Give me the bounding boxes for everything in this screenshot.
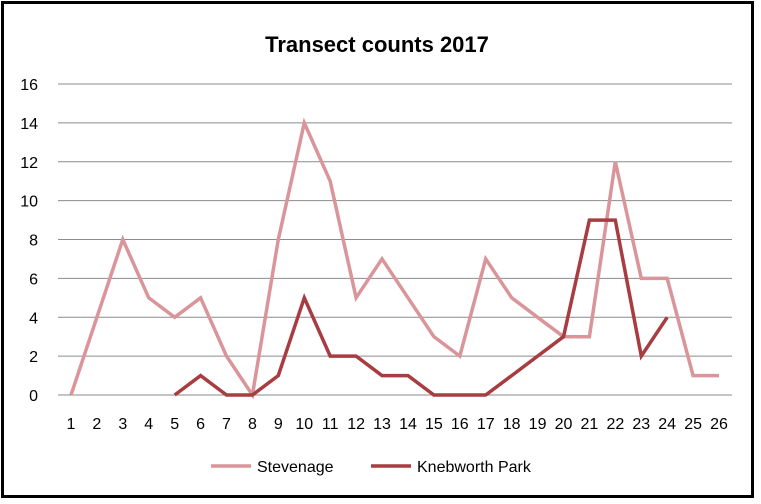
series-line-stevenage xyxy=(69,117,719,400)
x-tick-label: 3 xyxy=(118,416,127,433)
x-tick-label: 21 xyxy=(581,416,599,433)
x-tick-label: 20 xyxy=(555,416,573,433)
x-tick-label: 16 xyxy=(451,416,469,433)
x-tick-label: 14 xyxy=(399,416,417,433)
x-tick-label: 9 xyxy=(274,416,283,433)
x-tick-label: 26 xyxy=(710,416,728,433)
x-tick-label: 22 xyxy=(606,416,624,433)
y-tick-label: 6 xyxy=(29,271,38,288)
y-tick-label: 12 xyxy=(20,155,38,172)
series-lines xyxy=(69,117,720,400)
y-axis-tick-labels: 0 2 4 6 8 10 12 14 16 xyxy=(20,77,38,405)
x-tick-label: 24 xyxy=(658,416,676,433)
y-tick-label: 0 xyxy=(29,388,38,405)
legend-label: Knebworth Park xyxy=(417,459,532,476)
series-line-knebworth-park xyxy=(173,218,669,397)
x-tick-label: 6 xyxy=(196,416,205,433)
y-tick-label: 16 xyxy=(20,77,38,94)
y-tick-label: 10 xyxy=(20,194,38,211)
y-tick-label: 2 xyxy=(29,349,38,366)
x-tick-label: 25 xyxy=(684,416,702,433)
x-tick-label: 5 xyxy=(170,416,179,433)
y-tick-label: 14 xyxy=(20,116,38,133)
legend-label: Stevenage xyxy=(257,459,334,476)
x-tick-label: 10 xyxy=(295,416,313,433)
x-tick-label: 23 xyxy=(632,416,650,433)
x-tick-label: 17 xyxy=(477,416,495,433)
x-tick-label: 1 xyxy=(67,416,76,433)
x-tick-label: 7 xyxy=(222,416,231,433)
y-tick-label: 4 xyxy=(29,310,38,327)
x-tick-label: 2 xyxy=(92,416,101,433)
x-axis-tick-labels: 1 2 3 4 5 6 7 8 9 10 11 12 13 14 15 16 17 18 19 20 21 22 23 24 2… xyxy=(67,416,729,433)
x-tick-label: 4 xyxy=(144,416,153,433)
y-tick-label: 8 xyxy=(29,233,38,250)
legend: Stevenage Knebworth Park xyxy=(211,459,532,476)
gridlines xyxy=(58,83,732,396)
chart-title: Transect counts 2017 xyxy=(265,32,489,57)
x-tick-label: 18 xyxy=(503,416,521,433)
x-tick-label: 15 xyxy=(425,416,443,433)
x-tick-label: 11 xyxy=(322,416,339,433)
x-tick-label: 19 xyxy=(529,416,547,433)
x-tick-label: 13 xyxy=(373,416,391,433)
x-tick-label: 12 xyxy=(347,416,365,433)
x-tick-label: 8 xyxy=(248,416,257,433)
